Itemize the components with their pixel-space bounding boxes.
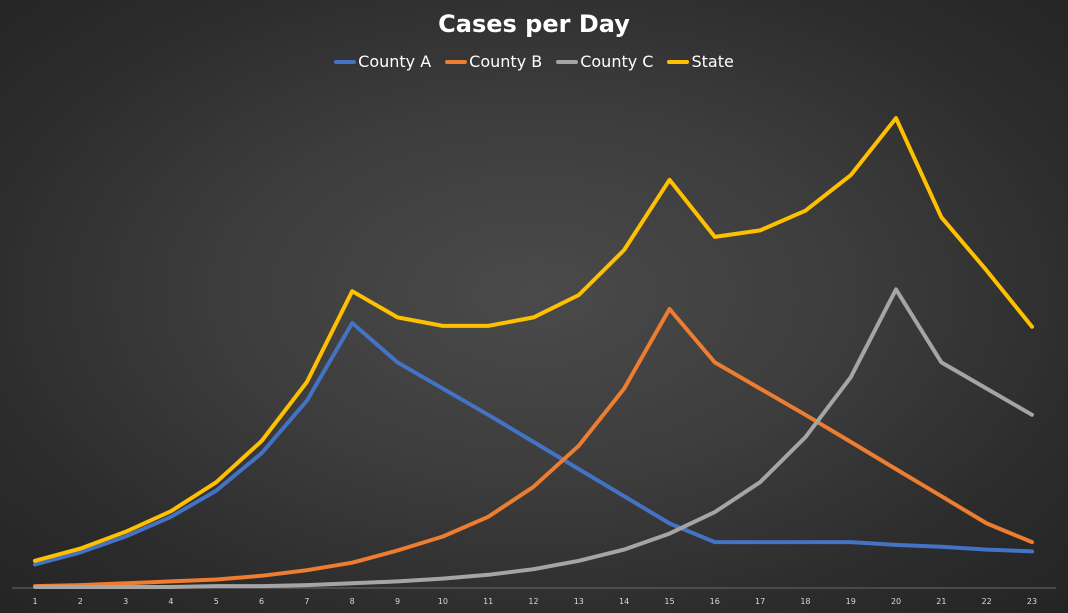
x-tick-label: 17 (755, 597, 765, 606)
x-tick-label: 1 (32, 597, 37, 606)
x-tick-label: 11 (483, 597, 493, 606)
x-tick-label: 3 (123, 597, 128, 606)
x-tick-label: 23 (1027, 597, 1037, 606)
x-tick-label: 19 (846, 597, 856, 606)
x-tick-label: 12 (528, 597, 538, 606)
series-line-state (33, 116, 1034, 563)
x-tick-label: 5 (214, 597, 219, 606)
x-tick-label: 15 (664, 597, 674, 606)
series-line-county-c (33, 287, 1034, 589)
legend-item: County B (445, 51, 542, 73)
legend-label: County C (580, 52, 654, 71)
x-tick-label: 14 (619, 597, 629, 606)
legend-item: County A (334, 51, 431, 73)
legend-swatch (556, 60, 579, 64)
x-tick-label: 10 (438, 597, 448, 606)
legend-swatch (667, 60, 690, 64)
x-tick-label: 20 (891, 597, 901, 606)
x-tick-label: 4 (168, 597, 173, 606)
x-tick-label: 2 (78, 597, 83, 606)
x-tick-label: 16 (710, 597, 720, 606)
legend-label: State (691, 52, 734, 71)
x-tick-label: 7 (304, 597, 309, 606)
series-line-county-a (33, 321, 1034, 567)
legend-item: County C (556, 51, 653, 73)
legend-label: County A (358, 52, 432, 71)
x-tick-label: 13 (574, 597, 584, 606)
legend-swatch (334, 60, 357, 64)
legend-label: County B (469, 52, 543, 71)
x-tick-label: 18 (800, 597, 810, 606)
x-tick-label: 9 (395, 597, 400, 606)
legend-item: State (667, 51, 734, 73)
legend-swatch (445, 60, 468, 64)
series-line-county-b (33, 307, 1034, 589)
legend: County A County B County C State (0, 51, 1068, 73)
chart-title: Cases per Day (438, 10, 630, 38)
x-tick-label: 6 (259, 597, 264, 606)
x-tick-label: 8 (350, 597, 355, 606)
x-tick-label: 21 (936, 597, 946, 606)
x-tick-label: 22 (982, 597, 992, 606)
